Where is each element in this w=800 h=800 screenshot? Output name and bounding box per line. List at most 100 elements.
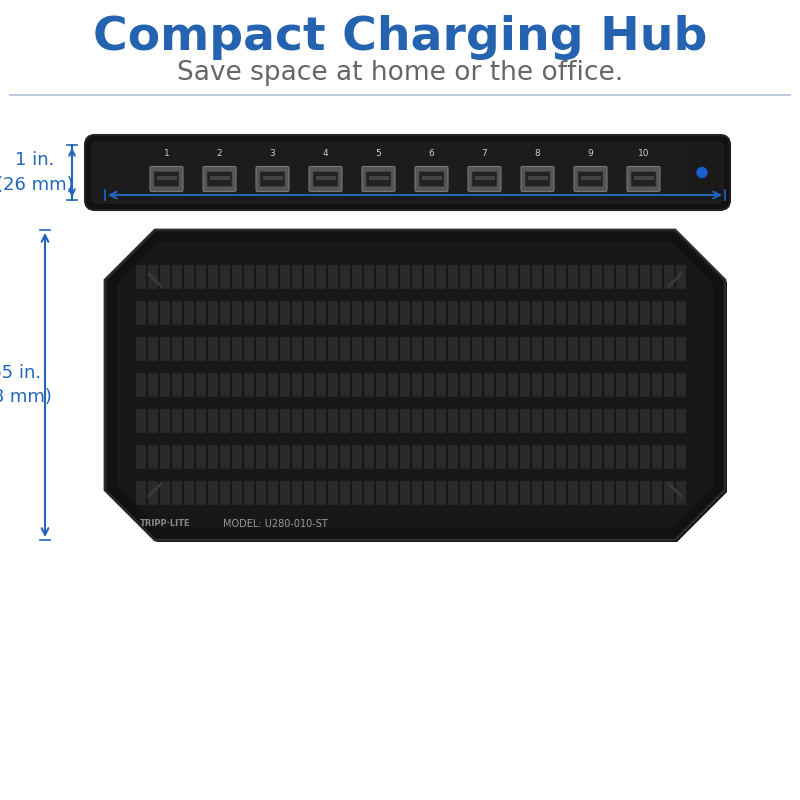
FancyBboxPatch shape <box>413 410 422 433</box>
FancyBboxPatch shape <box>425 482 434 505</box>
FancyBboxPatch shape <box>305 266 314 289</box>
FancyBboxPatch shape <box>509 374 518 397</box>
FancyBboxPatch shape <box>665 482 674 505</box>
FancyBboxPatch shape <box>161 482 170 505</box>
FancyBboxPatch shape <box>545 482 554 505</box>
FancyBboxPatch shape <box>293 338 302 361</box>
FancyBboxPatch shape <box>593 302 602 325</box>
FancyBboxPatch shape <box>161 446 170 469</box>
FancyBboxPatch shape <box>377 446 386 469</box>
Text: 1: 1 <box>164 150 170 158</box>
FancyBboxPatch shape <box>353 446 362 469</box>
FancyBboxPatch shape <box>341 446 350 469</box>
Bar <box>210 176 230 180</box>
FancyBboxPatch shape <box>389 374 398 397</box>
FancyBboxPatch shape <box>209 374 218 397</box>
FancyBboxPatch shape <box>437 410 446 433</box>
FancyBboxPatch shape <box>485 338 494 361</box>
FancyBboxPatch shape <box>185 338 194 361</box>
FancyBboxPatch shape <box>173 410 182 433</box>
FancyBboxPatch shape <box>353 266 362 289</box>
FancyBboxPatch shape <box>521 302 530 325</box>
FancyBboxPatch shape <box>245 374 254 397</box>
FancyBboxPatch shape <box>525 171 550 186</box>
FancyBboxPatch shape <box>197 374 206 397</box>
FancyBboxPatch shape <box>629 302 638 325</box>
FancyBboxPatch shape <box>377 410 386 433</box>
FancyBboxPatch shape <box>317 374 326 397</box>
FancyBboxPatch shape <box>485 410 494 433</box>
FancyBboxPatch shape <box>557 482 566 505</box>
FancyBboxPatch shape <box>245 338 254 361</box>
FancyBboxPatch shape <box>605 482 614 505</box>
FancyBboxPatch shape <box>281 266 290 289</box>
FancyBboxPatch shape <box>533 482 542 505</box>
FancyBboxPatch shape <box>305 446 314 469</box>
FancyBboxPatch shape <box>233 338 242 361</box>
FancyBboxPatch shape <box>233 302 242 325</box>
FancyBboxPatch shape <box>137 410 146 433</box>
FancyBboxPatch shape <box>305 374 314 397</box>
FancyBboxPatch shape <box>617 446 626 469</box>
Text: 4: 4 <box>322 150 328 158</box>
FancyBboxPatch shape <box>197 338 206 361</box>
FancyBboxPatch shape <box>533 410 542 433</box>
FancyBboxPatch shape <box>313 171 338 186</box>
FancyBboxPatch shape <box>341 374 350 397</box>
FancyBboxPatch shape <box>197 302 206 325</box>
FancyBboxPatch shape <box>209 482 218 505</box>
FancyBboxPatch shape <box>461 446 470 469</box>
FancyBboxPatch shape <box>329 410 338 433</box>
FancyBboxPatch shape <box>653 446 662 469</box>
FancyBboxPatch shape <box>415 166 448 191</box>
FancyBboxPatch shape <box>233 374 242 397</box>
FancyBboxPatch shape <box>401 410 410 433</box>
FancyBboxPatch shape <box>353 374 362 397</box>
FancyBboxPatch shape <box>389 266 398 289</box>
FancyBboxPatch shape <box>269 266 278 289</box>
FancyBboxPatch shape <box>461 266 470 289</box>
Polygon shape <box>107 232 727 542</box>
FancyBboxPatch shape <box>425 374 434 397</box>
Text: 1 in.
(26 mm): 1 in. (26 mm) <box>0 151 74 194</box>
FancyBboxPatch shape <box>569 446 578 469</box>
FancyBboxPatch shape <box>207 171 232 186</box>
Circle shape <box>697 167 707 178</box>
FancyBboxPatch shape <box>161 266 170 289</box>
FancyBboxPatch shape <box>293 266 302 289</box>
FancyBboxPatch shape <box>257 266 266 289</box>
FancyBboxPatch shape <box>185 302 194 325</box>
Bar <box>369 176 389 180</box>
FancyBboxPatch shape <box>341 410 350 433</box>
FancyBboxPatch shape <box>629 374 638 397</box>
FancyBboxPatch shape <box>269 374 278 397</box>
FancyBboxPatch shape <box>161 410 170 433</box>
FancyBboxPatch shape <box>449 338 458 361</box>
FancyBboxPatch shape <box>461 374 470 397</box>
FancyBboxPatch shape <box>329 266 338 289</box>
FancyBboxPatch shape <box>437 302 446 325</box>
FancyBboxPatch shape <box>305 338 314 361</box>
FancyBboxPatch shape <box>581 266 590 289</box>
FancyBboxPatch shape <box>545 374 554 397</box>
FancyBboxPatch shape <box>365 302 374 325</box>
FancyBboxPatch shape <box>362 166 395 191</box>
FancyBboxPatch shape <box>413 302 422 325</box>
Text: 5: 5 <box>376 150 382 158</box>
FancyBboxPatch shape <box>641 338 650 361</box>
FancyBboxPatch shape <box>629 446 638 469</box>
Bar <box>527 176 547 180</box>
FancyBboxPatch shape <box>581 446 590 469</box>
FancyBboxPatch shape <box>497 302 506 325</box>
FancyBboxPatch shape <box>413 446 422 469</box>
FancyBboxPatch shape <box>653 410 662 433</box>
FancyBboxPatch shape <box>365 446 374 469</box>
FancyBboxPatch shape <box>485 446 494 469</box>
FancyBboxPatch shape <box>137 266 146 289</box>
FancyBboxPatch shape <box>377 338 386 361</box>
FancyBboxPatch shape <box>233 410 242 433</box>
FancyBboxPatch shape <box>221 302 230 325</box>
Text: MODEL: U280-010-ST: MODEL: U280-010-ST <box>222 519 327 529</box>
FancyBboxPatch shape <box>149 302 158 325</box>
FancyBboxPatch shape <box>173 302 182 325</box>
